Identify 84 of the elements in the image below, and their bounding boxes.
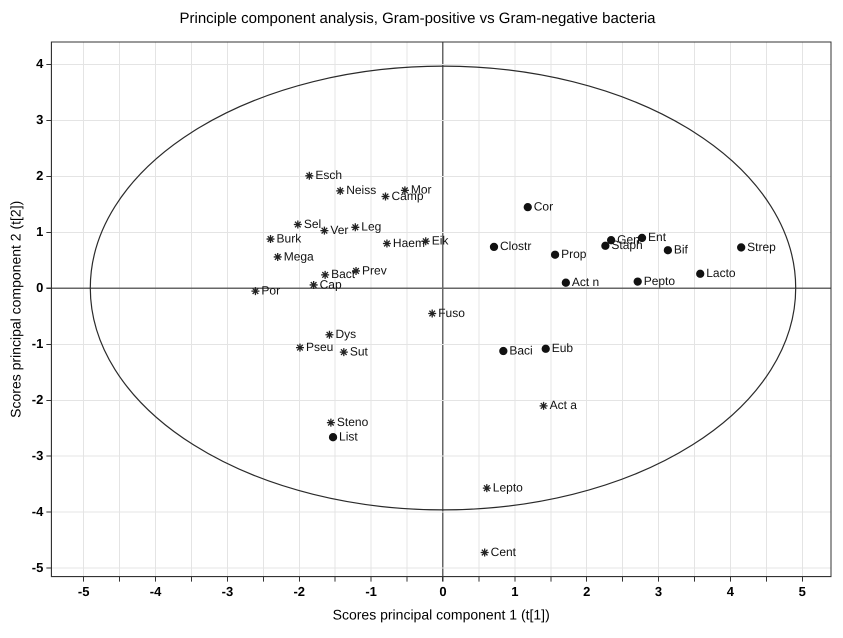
annotation: Cor xyxy=(534,199,554,214)
annotation: Clostr xyxy=(500,239,532,254)
x-tick-label: -5 xyxy=(78,584,90,599)
point xyxy=(382,238,392,248)
point xyxy=(562,278,570,287)
point xyxy=(304,171,314,180)
point xyxy=(664,246,672,254)
point xyxy=(320,226,330,236)
x-tick-label: -4 xyxy=(150,584,162,599)
point xyxy=(538,401,548,411)
point xyxy=(350,222,360,232)
point xyxy=(273,252,282,262)
annotation: Leg xyxy=(361,220,382,234)
annotation: Esch xyxy=(315,168,342,182)
annotation: Pseu xyxy=(306,340,334,354)
annotation: Act n xyxy=(572,275,600,290)
point xyxy=(542,344,550,353)
annotation: Ent xyxy=(648,230,667,244)
annotation: Burk xyxy=(276,231,302,246)
y-tick-label: -1 xyxy=(32,336,44,351)
point xyxy=(550,250,560,259)
point xyxy=(339,347,348,357)
y-tick-label: -2 xyxy=(32,392,44,407)
x-tick-label: -2 xyxy=(293,584,306,599)
x-tick-label: 0 xyxy=(439,584,447,599)
point xyxy=(326,418,336,428)
point xyxy=(490,242,498,252)
annotation: Neiss xyxy=(346,183,376,198)
y-tick-label: 3 xyxy=(36,112,44,127)
x-tick-label: 2 xyxy=(583,584,590,599)
annotation: List xyxy=(339,430,358,444)
annotation: Pepto xyxy=(644,274,676,288)
point xyxy=(328,433,338,442)
y-tick-label: 2 xyxy=(36,168,44,183)
point xyxy=(295,342,305,352)
chart-title: Principle component analysis, Gram-positive vs Gram-negative bacteria xyxy=(179,10,656,28)
point xyxy=(480,548,490,558)
x-tick-label: 1 xyxy=(511,584,518,599)
annotation: Prev xyxy=(362,263,387,278)
x-tick-label: 3 xyxy=(654,584,662,599)
point xyxy=(308,280,318,290)
point xyxy=(266,234,276,244)
annotation: Eub xyxy=(552,341,574,356)
point xyxy=(380,192,390,202)
y-tick-label: 1 xyxy=(36,224,44,239)
annotation: Mega xyxy=(284,249,314,264)
y-tick-label: 4 xyxy=(36,56,44,71)
annotation: Lepto xyxy=(492,480,524,494)
point xyxy=(482,484,492,493)
y-tick-label: 0 xyxy=(36,280,44,295)
point xyxy=(324,330,334,340)
annotation: Lacto xyxy=(706,266,736,280)
point xyxy=(336,186,345,196)
x-tick-label: -1 xyxy=(365,584,377,599)
annotation: Bif xyxy=(674,242,689,257)
x-tick-label: 5 xyxy=(798,584,806,599)
annotation: Sut xyxy=(350,344,368,358)
annotation: Cent xyxy=(490,544,517,559)
y-tick-label: -4 xyxy=(32,504,44,519)
y-tick-label: -3 xyxy=(32,448,44,463)
x-tick-label: -3 xyxy=(222,584,234,599)
point xyxy=(293,220,302,230)
annotation: Steno xyxy=(336,414,369,429)
annotation: Strep xyxy=(747,240,776,254)
point xyxy=(634,277,642,286)
annotation: Sel xyxy=(304,216,322,231)
point xyxy=(320,270,330,280)
annotation: Ver xyxy=(330,222,348,237)
annotation: Haem xyxy=(392,236,425,250)
point xyxy=(696,270,704,278)
point xyxy=(737,243,746,252)
y-axis-title: Scores principal component 2 (t[2]) xyxy=(7,200,24,418)
x-axis-title: Scores principal component 1 (t[1]) xyxy=(332,606,550,622)
x-tick-label: 4 xyxy=(726,584,735,599)
point xyxy=(499,346,508,356)
y-tick-label: -5 xyxy=(32,560,44,575)
point xyxy=(428,308,437,318)
point xyxy=(250,286,260,296)
annotation: Dys xyxy=(335,327,356,342)
point xyxy=(524,202,532,212)
annotation: Act a xyxy=(550,398,578,412)
annotation: Baci xyxy=(509,343,533,358)
point xyxy=(601,242,610,250)
annotation: Prop xyxy=(561,247,587,262)
